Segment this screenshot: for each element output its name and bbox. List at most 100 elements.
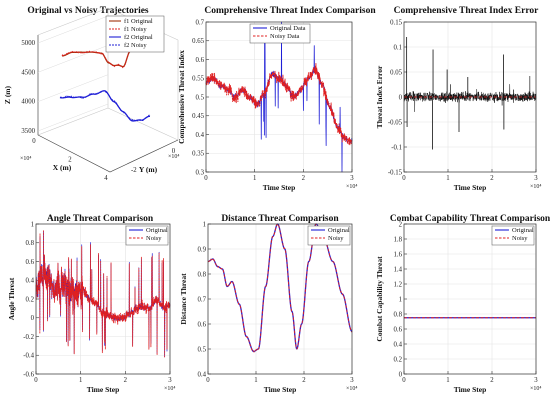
legend-box [125,225,169,246]
legend-box [491,225,535,246]
panel-angle: -0.6 -0.4 -0.2 0 0.2 0.4 0.6 0.8 1 0 1 2 3 ×10⁴ Time S… [7,221,175,394]
y-tick-label: 0.35 [192,151,204,158]
axes-frame [35,223,171,375]
y-tick-label: -0.05 [388,119,403,126]
y-tick-label: -0.1 [391,144,402,151]
x-axis-label: Time Step [454,183,487,192]
y-tick-label: -0.6 [23,371,34,378]
y-tick-label: 1.8 [394,236,403,243]
y-tick-label: 0.55 [192,76,204,83]
grid-line-z [37,74,109,102]
axis-lines [37,35,179,173]
x-tick-label: 0 [34,377,38,384]
y-tick-label: 0.6 [394,326,403,333]
y-tick-label: 0.6 [198,321,207,328]
y-tick-label: 0.1 [394,44,403,51]
y-tick-label: 1.4 [394,266,403,273]
y-tick-label: 0.7 [198,296,207,303]
y-tick-label: 1 [31,221,34,228]
x-tick-label: 2 [490,175,494,182]
z-tick-label: 3500 [21,128,35,135]
y-axis-label: Comprehensive Threat Index [177,50,186,144]
y-tick-label: 0 [399,371,403,378]
x-tick-label: 2 [124,377,128,384]
y-tick-label: -0.2 [23,334,34,341]
y-tick-label: 0.6 [196,57,205,64]
x-exponent: ×10⁴ [530,184,541,190]
legend-box [105,15,165,53]
z-tick-label: 5000 [21,40,35,47]
grid-line-z [37,103,109,132]
x-exponent: ×10⁴ [164,386,175,392]
y-tick-label: 0.6 [26,259,35,266]
x-exponent: ×10⁴ [530,386,541,392]
trajectory-f2-original [59,90,151,122]
y-axis-label: Y (m) [139,165,158,174]
panel-err: -0.15 -0.1 -0.05 0 0.05 0.1 0.15 0 1 2 3 ×10⁴ Time S… [375,19,541,192]
y-tick-label: 0.65 [192,38,204,45]
series-noisy [207,223,353,353]
y-tick-label: 1 [203,221,206,228]
y-tick-label: 0.4 [196,132,205,139]
trajectory-f2-noisy [59,90,151,122]
chart-title-dist: Distance Threat Comparison [221,214,339,224]
y-tick-label: 0 [172,148,176,155]
x-axis-label: Time Step [263,183,296,192]
x-tick-label: 4 [104,175,108,182]
y-tick-label: 0.5 [196,94,205,101]
y-tick-label: 0.5 [198,346,207,353]
grid-line-z [37,45,109,73]
x-tick-label: 3 [350,175,354,182]
trajectory-f1-noisy [61,48,135,69]
legend-box [249,23,311,44]
x-tick-label: 3 [534,175,538,182]
chart-title-traj: Original vs Noisy Trajectories [27,6,149,16]
x-tick-label: 1 [446,377,449,384]
x-tick-label: 3 [350,377,354,384]
series-error [403,75,537,113]
box-edge [107,107,179,141]
x-tick-label: 1 [446,175,449,182]
axes-frame [403,223,537,375]
x-tick-label: 0 [204,175,208,182]
x-tick-label: 2 [302,377,306,384]
legend-label: Original [146,227,168,234]
grid-line-z [37,15,109,44]
y-tick-label: 0 [399,94,403,101]
x-exponent: ×10⁴ [346,184,357,190]
y-tick-label: 0.8 [198,271,207,278]
legend-label: f2 Original [124,34,153,41]
y-tick-label: 1.2 [394,281,403,288]
legend-label: Noisy [146,235,162,242]
y-tick-label: 0.45 [192,113,204,120]
series-noisy [205,63,353,146]
y-tick-label: 0.3 [196,169,205,176]
x-exponent: ×10⁴ [346,386,357,392]
x-tick-label: 3 [534,377,538,384]
y-tick-label: 0.8 [394,311,403,318]
z-tick-label: 4000 [21,99,35,106]
x-axis-label: Time Step [454,385,487,394]
z-tick-label: 4500 [21,69,35,76]
x-tick-label: 0 [402,175,406,182]
box-edge [37,7,109,36]
x-tick-label: 3 [168,377,172,384]
y-tick-label: 0.7 [196,19,205,26]
z-axis-label: Z (m) [3,85,12,104]
x-tick-label: 0 [402,377,406,384]
y-tick-label: 0.4 [394,341,403,348]
y-axis-label: Threat Index Error [375,65,384,128]
chart-title-comp: Comprehensive Threat Index Comparison [204,6,376,16]
legend-label: Noisy Data [270,33,300,40]
x-axis-label: Time Step [264,385,297,394]
x-tick-label: 1 [79,377,82,384]
x-tick-label: 2 [302,175,306,182]
y-tick-label: -0.4 [23,353,34,360]
panel-dist: 0.4 0.5 0.6 0.7 0.8 0.9 1 0 1 2 3 ×10⁴ Time Step Dist… [179,221,357,394]
y-tick-label: -2 [131,167,137,174]
y-tick-label: 0.2 [394,356,403,363]
box-edge [37,107,109,136]
legend-label: Noisy [512,235,528,242]
y-tick-label: 0.4 [26,278,35,285]
